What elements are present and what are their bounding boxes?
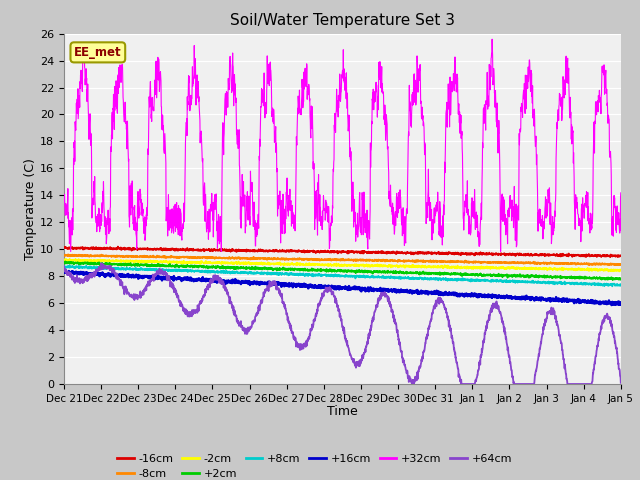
Text: EE_met: EE_met (74, 46, 122, 59)
Title: Soil/Water Temperature Set 3: Soil/Water Temperature Set 3 (230, 13, 455, 28)
X-axis label: Time: Time (327, 405, 358, 418)
Y-axis label: Temperature (C): Temperature (C) (24, 158, 37, 260)
Legend: -16cm, -8cm, -2cm, +2cm, +8cm, +16cm, +32cm, +64cm: -16cm, -8cm, -2cm, +2cm, +8cm, +16cm, +3… (113, 449, 516, 480)
